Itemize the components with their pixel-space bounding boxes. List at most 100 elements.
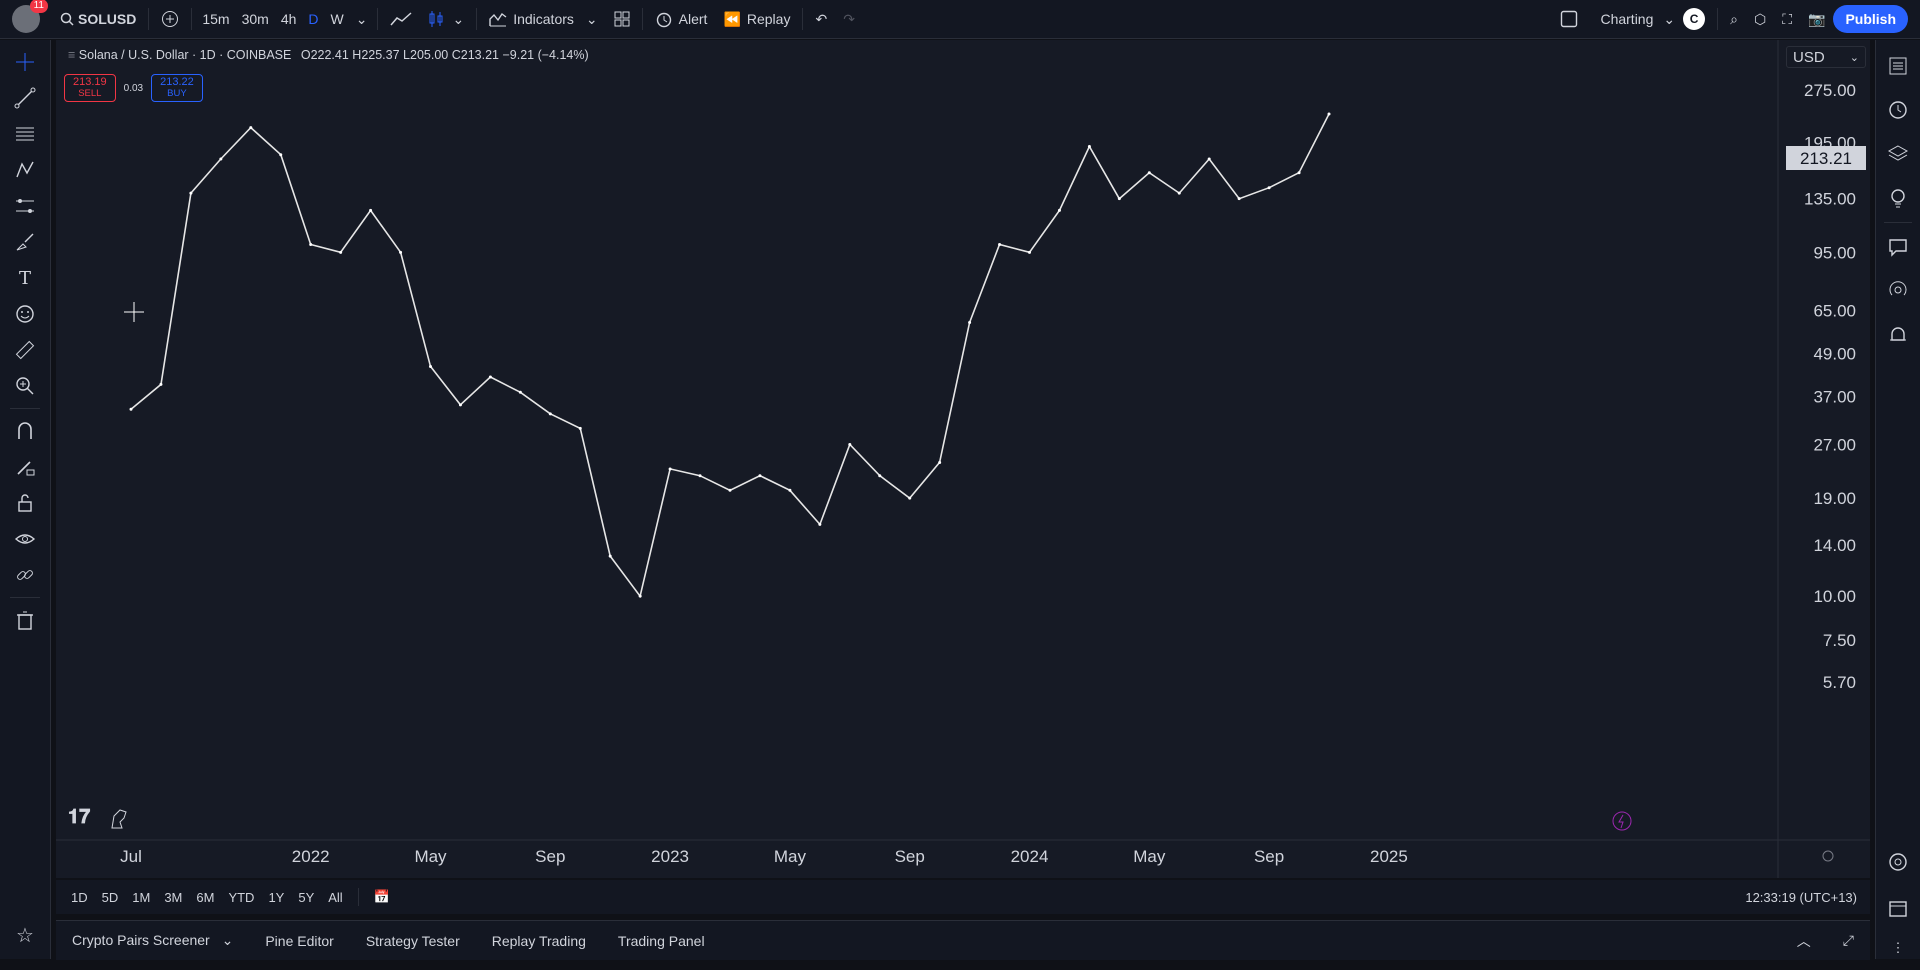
timeframe-d[interactable]: D	[308, 11, 319, 27]
layouts-button[interactable]	[606, 0, 638, 38]
range-1m[interactable]: 1M	[132, 889, 151, 905]
buy-button[interactable]: 213.22 BUY	[151, 74, 203, 102]
lightning-icon	[1612, 811, 1632, 831]
chart-pane[interactable]: ≡ Solana / U.S. Dollar · 1D · COINBASE O…	[56, 40, 1870, 878]
price-point	[429, 364, 432, 368]
replay-button[interactable]: ⏪ Replay	[715, 0, 798, 38]
goto-date-button[interactable]: 📅	[367, 889, 397, 905]
layout-select[interactable]: Charting ⌄ C	[1552, 0, 1713, 38]
compare-symbol-button[interactable]	[153, 0, 187, 38]
remove-drawings-tool[interactable]	[0, 602, 50, 638]
collapse-panel-button[interactable]: ︿	[1781, 931, 1827, 951]
range-all[interactable]: All	[328, 889, 343, 905]
right-sidebar: ⋮	[1875, 40, 1920, 959]
chats-button[interactable]	[1876, 225, 1920, 269]
tab-replay-trading[interactable]: Replay Trading	[491, 932, 586, 949]
tab-pine-editor[interactable]: Pine Editor	[265, 932, 334, 949]
timeframe-w[interactable]: W	[330, 11, 344, 27]
maximize-icon: ⤢	[1842, 932, 1854, 948]
range-1d[interactable]: 1D	[71, 889, 88, 905]
measure-tool[interactable]	[0, 332, 50, 368]
link-tool[interactable]	[0, 557, 50, 593]
price-point	[1147, 171, 1151, 175]
settings-button[interactable]: ⬡	[1746, 0, 1774, 38]
target-icon	[1889, 853, 1907, 871]
timezone-clock[interactable]: 12:33:19 (UTC+13)	[1745, 889, 1857, 905]
object-tree-button[interactable]	[1876, 132, 1920, 176]
indicators-label: Indicators	[513, 11, 574, 27]
undo-button[interactable]: ↶	[807, 0, 835, 38]
indicators-button[interactable]: Indicators ⌄	[481, 0, 605, 38]
price-point	[339, 250, 343, 254]
currency-select[interactable]: USD ⌄	[1786, 46, 1866, 68]
prediction-tool[interactable]	[0, 188, 50, 224]
range-3m[interactable]: 3M	[164, 889, 183, 905]
more-button[interactable]: ⋮	[1876, 926, 1920, 970]
tab-crypto-pairs-screener[interactable]: Crypto Pairs Screener ⌄	[56, 932, 249, 949]
favorites-tool[interactable]: ☆	[0, 917, 50, 953]
undo-icon: ↶	[815, 10, 828, 27]
price-point	[548, 412, 552, 416]
divider	[802, 8, 804, 30]
user-avatar[interactable]: 11	[12, 0, 48, 33]
lock-drawings-tool[interactable]	[0, 485, 50, 521]
ideas-button[interactable]	[1876, 176, 1920, 220]
line-chart-type-button[interactable]	[382, 0, 420, 38]
tab-strategy-tester[interactable]: Strategy Tester	[365, 932, 460, 949]
calendar-button[interactable]	[1876, 886, 1920, 930]
range-ytd[interactable]: YTD	[228, 889, 255, 905]
price-tag-text: 213.21	[1800, 149, 1852, 168]
fullscreen-button[interactable]: ⛶	[1774, 0, 1800, 38]
text-tool[interactable]: T	[0, 260, 50, 296]
timeframe-15m[interactable]: 15m	[202, 11, 230, 27]
timeframe-4h[interactable]: 4h	[280, 11, 297, 27]
price-point	[369, 208, 373, 212]
divider	[357, 888, 359, 906]
notifications-button[interactable]	[1876, 313, 1920, 357]
range-1y[interactable]: 1Y	[268, 889, 285, 905]
range-5y[interactable]: 5Y	[298, 889, 315, 905]
brush-icon	[16, 233, 34, 251]
crosshair-tool[interactable]	[0, 44, 50, 80]
y-tick-label: 14.00	[1813, 536, 1856, 555]
price-point	[698, 474, 702, 478]
eye-icon	[14, 534, 36, 544]
streams-button[interactable]	[1876, 269, 1920, 313]
range-6m[interactable]: 6M	[196, 889, 215, 905]
snapshot-button[interactable]: 📷	[1800, 0, 1833, 38]
price-point	[1028, 250, 1031, 254]
x-tick-label: 2023	[651, 847, 689, 866]
maximize-panel-button[interactable]: ⤢	[1827, 932, 1870, 949]
help-button[interactable]	[1876, 840, 1920, 884]
tab-trading-panel[interactable]: Trading Panel	[617, 932, 705, 949]
fib-tool[interactable]	[0, 116, 50, 152]
watchlist-button[interactable]	[1876, 44, 1920, 88]
legend-low: L205.00	[403, 48, 449, 62]
emoji-tool[interactable]	[0, 296, 50, 332]
pattern-tool[interactable]	[0, 152, 50, 188]
stay-in-drawing-tool[interactable]	[0, 449, 50, 485]
alerts-panel-button[interactable]	[1876, 88, 1920, 132]
timeframe-30m[interactable]: 30m	[241, 11, 269, 27]
star-icon: ☆	[16, 924, 34, 947]
range-5d[interactable]: 5D	[101, 889, 119, 905]
redo-button[interactable]: ↷	[835, 0, 863, 38]
lock-icon	[18, 494, 32, 512]
axis-settings-icon	[1822, 850, 1834, 862]
quick-search-button[interactable]: ⌕	[1722, 0, 1746, 38]
sell-button[interactable]: 213.19 SELL	[64, 74, 116, 102]
brush-tool[interactable]	[0, 224, 50, 260]
alert-button[interactable]: Alert	[647, 0, 716, 38]
clock-icon	[1889, 101, 1907, 119]
symbol-search[interactable]: SOLUSD	[52, 0, 144, 38]
hide-drawings-tool[interactable]	[0, 521, 50, 557]
publish-button[interactable]: Publish	[1833, 5, 1908, 33]
crosshair-cursor	[124, 302, 144, 322]
spread-value: 0.03	[123, 82, 144, 94]
trash-icon	[17, 611, 33, 630]
zoom-tool[interactable]	[0, 368, 50, 404]
magnet-tool[interactable]	[0, 413, 50, 449]
candle-chart-type-button[interactable]: ⌄	[420, 0, 472, 38]
chevron-down-icon[interactable]: ⌄	[355, 10, 368, 27]
trend-line-tool[interactable]	[0, 80, 50, 116]
